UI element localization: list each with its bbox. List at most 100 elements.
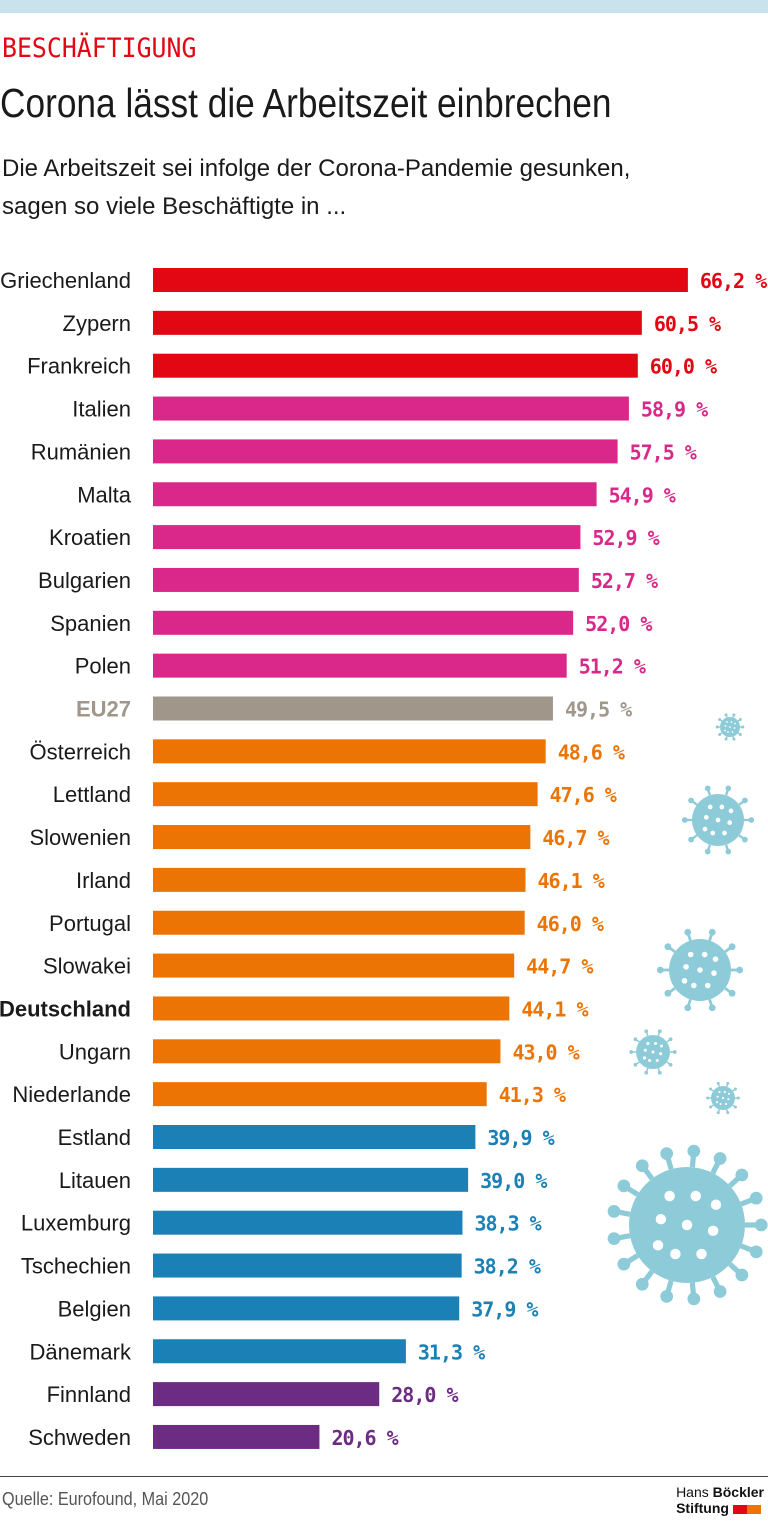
bar — [153, 310, 642, 335]
value-label: 60,5 % — [654, 312, 721, 336]
category-label: Slowakei — [43, 954, 131, 979]
value-label: 46,1 % — [537, 869, 604, 893]
logo-text: Stiftung — [676, 1500, 729, 1516]
value-label: 60,0 % — [650, 355, 717, 379]
category-label: Kroatien — [49, 525, 131, 550]
bar — [153, 1253, 462, 1278]
category-label: Litauen — [59, 1168, 131, 1193]
category-label: Lettland — [53, 782, 131, 807]
bar — [153, 1167, 469, 1192]
category-label: Niederlande — [12, 1082, 131, 1107]
bar — [153, 1082, 487, 1107]
category-label: Frankreich — [27, 354, 131, 379]
value-label: 46,7 % — [542, 826, 609, 850]
value-label: 44,7 % — [526, 955, 593, 979]
category-label: Finnland — [47, 1382, 131, 1407]
bar — [153, 610, 574, 635]
bar — [153, 867, 526, 892]
value-label: 48,6 % — [558, 740, 625, 764]
bar — [153, 268, 688, 292]
value-label: 47,6 % — [550, 783, 617, 807]
bar — [153, 525, 581, 550]
bar — [153, 439, 618, 464]
value-label: 58,9 % — [641, 398, 708, 422]
chart-title: Corona lässt die Arbeitszeit einbrechen — [0, 80, 612, 126]
bar — [153, 696, 553, 721]
value-label: 39,9 % — [487, 1126, 554, 1150]
category-label: Ungarn — [59, 1039, 131, 1064]
category-label: Belgien — [58, 1296, 131, 1321]
chart-subtitle: Die Arbeitszeit sei infolge der Corona-P… — [2, 150, 630, 226]
category-label: Spanien — [50, 611, 131, 636]
bar — [153, 996, 510, 1021]
bar — [153, 739, 546, 764]
kicker: BESCHÄFTIGUNG — [2, 33, 197, 64]
bar — [153, 396, 629, 421]
category-label: Irland — [76, 868, 131, 893]
value-label: 44,1 % — [521, 997, 588, 1021]
logo-square-orange — [746, 1504, 761, 1514]
bar — [153, 1039, 501, 1064]
value-label: 46,0 % — [537, 912, 604, 936]
value-label: 51,2 % — [579, 655, 646, 679]
source-note: Quelle: Eurofound, Mai 2020 — [2, 1489, 209, 1509]
category-label: Deutschland — [0, 996, 131, 1021]
value-label: 52,0 % — [585, 612, 652, 636]
value-label: 52,9 % — [592, 526, 659, 550]
value-label: 41,3 % — [499, 1083, 566, 1107]
bar — [153, 353, 638, 378]
virus-icon — [656, 928, 744, 1012]
bar — [153, 567, 579, 592]
bar — [153, 1382, 380, 1407]
category-label: Zypern — [63, 311, 131, 336]
value-label: 43,0 % — [512, 1040, 579, 1064]
value-label: 52,7 % — [591, 569, 658, 593]
bar — [153, 1296, 460, 1321]
bar — [153, 1339, 406, 1364]
bar — [153, 782, 538, 807]
value-label: 39,0 % — [480, 1169, 547, 1193]
value-label: 38,2 % — [474, 1255, 541, 1279]
bar — [153, 1210, 463, 1235]
value-label: 31,3 % — [418, 1340, 485, 1364]
virus-icon — [681, 785, 755, 855]
logo-text: Hans — [676, 1484, 709, 1500]
hans-boeckler-logo: Hans Böckler Stiftung — [676, 1484, 764, 1516]
logo-square-red — [732, 1504, 747, 1514]
bar — [153, 1424, 320, 1449]
bar — [153, 825, 531, 850]
category-label: Malta — [77, 482, 132, 507]
category-label: EU27 — [76, 697, 131, 722]
category-label: Tschechien — [21, 1254, 131, 1279]
category-label: Portugal — [49, 911, 131, 936]
category-label: Österreich — [30, 739, 131, 764]
subtitle-line-1: Die Arbeitszeit sei infolge der Corona-P… — [2, 155, 631, 182]
value-label: 20,6 % — [331, 1426, 398, 1450]
footer-divider — [0, 1476, 768, 1477]
category-label: Rumänien — [31, 439, 131, 464]
category-label: Estland — [58, 1125, 131, 1150]
category-label: Schweden — [28, 1425, 131, 1450]
category-label: Bulgarien — [38, 568, 131, 593]
virus-icon — [715, 713, 745, 741]
category-label: Polen — [75, 654, 131, 679]
category-label: Slowenien — [29, 825, 131, 850]
category-label: Italien — [72, 397, 131, 422]
bar — [153, 653, 567, 678]
category-label: Luxemburg — [21, 1211, 131, 1236]
value-label: 28,0 % — [391, 1383, 458, 1407]
value-label: 37,9 % — [471, 1297, 538, 1321]
value-label: 66,2 % — [700, 269, 767, 293]
category-label: Dänemark — [30, 1339, 132, 1364]
category-label: Griechenland — [0, 268, 131, 293]
bar — [153, 953, 515, 978]
top-bar — [0, 0, 768, 13]
value-label: 38,3 % — [474, 1212, 541, 1236]
logo-text: Böckler — [712, 1484, 764, 1500]
value-label: 54,9 % — [609, 483, 676, 507]
subtitle-line-2: sagen so viele Beschäftigte in ... — [2, 193, 347, 220]
virus-icon — [629, 1029, 677, 1075]
bar — [153, 910, 525, 935]
virus-icon — [706, 1081, 740, 1115]
